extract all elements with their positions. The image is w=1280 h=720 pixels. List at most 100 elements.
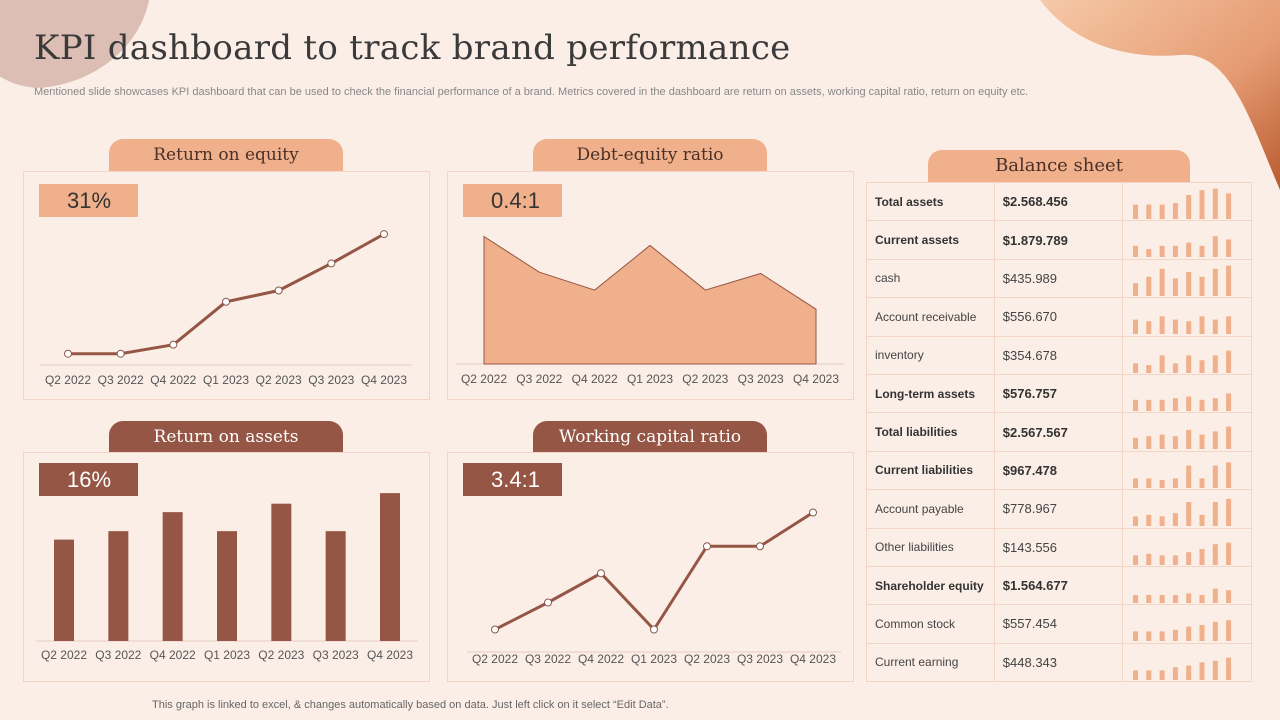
spark-bar <box>1199 246 1205 258</box>
x-tick-label: Q3 2023 <box>737 652 783 666</box>
balance-sheet-row: Current assets $1.879.789 <box>866 220 1253 260</box>
balance-sheet-row: Other liabilities $143.556 <box>866 527 1253 567</box>
spark-bar <box>1199 434 1205 450</box>
spark-bar <box>1185 195 1191 219</box>
balance-sheet-value: $354.678 <box>993 335 1123 375</box>
spark-bar <box>1132 362 1138 373</box>
point-q4-2023 <box>809 508 817 517</box>
point-q3-2023 <box>756 542 764 551</box>
spark-bar <box>1159 434 1165 450</box>
x-tick-label: Q2 2022 <box>461 372 507 386</box>
spark-bar <box>1132 594 1138 603</box>
x-tick-label: Q3 2022 <box>95 648 141 662</box>
balance-sheet-value: $967.478 <box>993 450 1123 491</box>
spark-bar <box>1199 399 1205 411</box>
spark-bar <box>1159 631 1165 642</box>
balance-sheet-label: Long-term assets <box>866 373 995 414</box>
balance-sheet-row: inventory $354.678 <box>866 335 1253 375</box>
balance-sheet-label: cash <box>866 258 995 299</box>
spark-bar <box>1185 242 1191 258</box>
x-tick-label: Q4 2023 <box>367 648 413 662</box>
spark-bar <box>1132 246 1138 258</box>
roe-kpi: 31% <box>39 184 138 217</box>
x-tick-label: Q1 2023 <box>204 648 250 662</box>
balance-sheet-sparkbars <box>1121 450 1253 491</box>
spark-bar <box>1185 665 1191 680</box>
spark-bar <box>1145 204 1151 219</box>
x-tick-label: Q4 2022 <box>150 373 196 387</box>
spark-bar <box>1172 666 1178 680</box>
spark-bar <box>1212 236 1218 258</box>
spark-bar <box>1159 246 1165 258</box>
footer-note: This graph is linked to excel, & changes… <box>152 699 669 711</box>
spark-bar <box>1185 465 1191 488</box>
x-tick-label: Q4 2022 <box>572 372 618 386</box>
spark-bar <box>1145 553 1151 565</box>
x-tick-label: Q2 2022 <box>472 652 518 666</box>
spark-bar <box>1172 436 1178 450</box>
x-tick-label: Q2 2023 <box>256 373 302 387</box>
point-q3-2023 <box>327 259 336 268</box>
balance-sheet-value: $2.567.567 <box>993 412 1123 452</box>
balance-sheet-row: Account payable $778.967 <box>866 489 1253 529</box>
x-tick-label: Q4 2023 <box>790 652 836 666</box>
roa-kpi: 16% <box>39 463 138 496</box>
balance-sheet-value: $557.454 <box>993 604 1123 644</box>
line-series <box>68 232 385 356</box>
spark-bar <box>1185 321 1191 335</box>
spark-bar <box>1225 620 1231 642</box>
spark-bar <box>1199 190 1205 219</box>
x-tick-label: Q3 2023 <box>313 648 359 662</box>
x-tick-label: Q1 2023 <box>627 372 673 386</box>
balance-sheet-row: Current earning $448.343 <box>866 642 1253 683</box>
x-tick-label: Q3 2022 <box>98 373 144 387</box>
spark-bar <box>1132 399 1138 411</box>
spark-bar <box>1185 502 1191 527</box>
balance-sheet-sparkbars <box>1121 604 1253 644</box>
spark-bar <box>1199 662 1205 680</box>
x-tick-label: Q2 2023 <box>682 372 728 386</box>
spark-bar <box>1132 319 1138 335</box>
balance-sheet-value: $1.564.677 <box>993 565 1123 606</box>
spark-bar <box>1145 631 1151 642</box>
x-tick-label: Q2 2023 <box>684 652 730 666</box>
point-q2-2022 <box>491 625 499 634</box>
spark-bar <box>1145 249 1151 258</box>
bar-q3-2023 <box>325 531 346 641</box>
spark-bar <box>1225 239 1231 258</box>
spark-bar <box>1172 246 1178 258</box>
spark-bar <box>1185 626 1191 642</box>
spark-bar <box>1212 588 1218 603</box>
spark-bar <box>1145 670 1151 680</box>
spark-bar <box>1132 478 1138 488</box>
x-tick-label: Q2 2022 <box>41 648 87 662</box>
spark-bar <box>1225 657 1231 680</box>
balance-sheet-sparkbars <box>1121 220 1253 260</box>
balance-sheet-label: Current earning <box>866 642 995 683</box>
spark-bar <box>1212 660 1218 680</box>
spark-bar <box>1212 398 1218 411</box>
x-tick-label: Q4 2022 <box>150 648 196 662</box>
spark-bar <box>1199 625 1205 642</box>
spark-bar <box>1172 203 1178 219</box>
spark-bar <box>1159 354 1165 373</box>
balance-sheet-label: Current assets <box>866 220 995 260</box>
roa-chart: Q2 2022 Q3 2022 Q4 2022 Q1 2023 Q2 2023 Q3 20… <box>36 493 418 662</box>
spark-bar <box>1172 398 1178 411</box>
spark-bar <box>1172 478 1178 488</box>
spark-bar <box>1145 478 1151 488</box>
bar-q2-2022 <box>54 539 74 641</box>
bar-q4-2022 <box>162 512 183 641</box>
spark-bar <box>1185 271 1191 296</box>
spark-bar <box>1132 670 1138 680</box>
balance-sheet-value: $556.670 <box>993 297 1123 337</box>
balance-sheet-sparkbars <box>1121 258 1253 299</box>
x-tick-label: Q3 2022 <box>516 372 562 386</box>
balance-sheet-label: Current liabilities <box>866 450 995 491</box>
spark-bar <box>1212 465 1218 488</box>
balance-sheet-sparkbars <box>1121 642 1253 683</box>
spark-bar <box>1145 399 1151 411</box>
x-tick-label: Q3 2022 <box>525 652 571 666</box>
balance-sheet-value: $1.879.789 <box>993 220 1123 260</box>
balance-sheet-row: Total assets $2.568.456 <box>866 181 1253 222</box>
